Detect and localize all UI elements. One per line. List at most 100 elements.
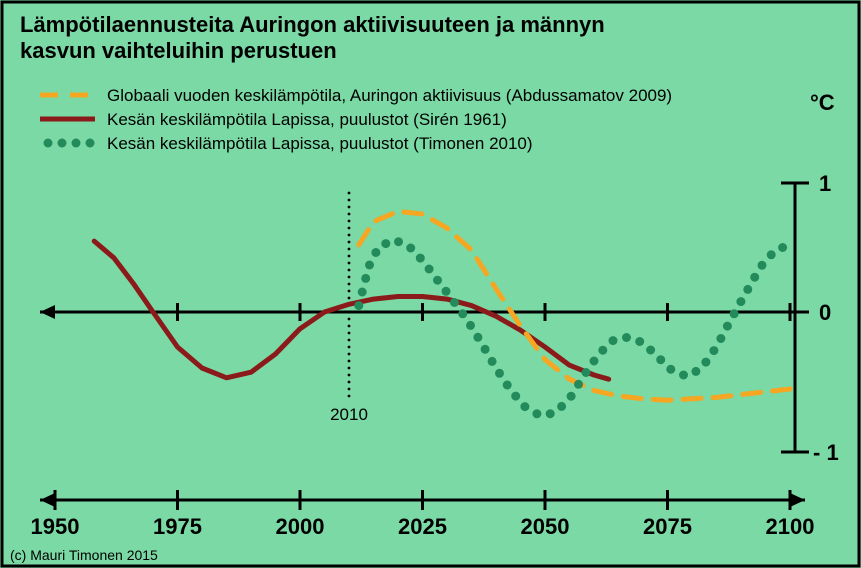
series-green-dot <box>503 381 512 390</box>
marker-2010-dot <box>348 360 351 363</box>
marker-2010-dot <box>348 220 351 223</box>
marker-2010-dot <box>348 283 351 286</box>
series-green-dot <box>532 409 541 418</box>
series-green-dot <box>458 309 467 318</box>
series-green-dot <box>394 237 403 246</box>
marker-2010-dot <box>348 367 351 370</box>
legend-label-2: Kesän keskilämpötila Lapissa, puulustot … <box>107 134 533 153</box>
series-green-dot <box>450 298 459 307</box>
marker-2010-dot <box>348 206 351 209</box>
series-green-dot <box>381 239 390 248</box>
series-green-dot <box>473 333 482 342</box>
temperature-forecast-chart: Lämpötilaennusteita Auringon aktiivisuut… <box>0 0 861 568</box>
series-green-dot <box>557 402 566 411</box>
marker-2010-dot <box>348 227 351 230</box>
series-green-dot <box>442 287 451 296</box>
marker-2010-dot <box>348 297 351 300</box>
series-green-dot <box>425 265 434 274</box>
series-green-dot <box>598 346 607 355</box>
series-green-dot <box>481 345 490 354</box>
chart-title-line2: kasvun vaihteluihin perustuen <box>20 38 337 63</box>
series-green-dot <box>743 285 752 294</box>
series-green-dot <box>488 357 497 366</box>
series-green-dot <box>656 355 665 364</box>
marker-2010-dot <box>348 241 351 244</box>
series-green-dot <box>723 322 732 331</box>
series-green-dot <box>354 301 363 310</box>
series-green-dot <box>736 297 745 306</box>
series-green-dot <box>646 346 655 355</box>
x-tick-2025: 2025 <box>398 514 447 539</box>
series-green-dot <box>365 261 374 270</box>
marker-2010-dot <box>348 311 351 314</box>
marker-2010-dot <box>348 262 351 265</box>
marker-2010-dot <box>348 318 351 321</box>
series-green-dot <box>666 365 675 374</box>
series-green-dot <box>701 358 710 367</box>
series-green-dot <box>679 371 688 380</box>
series-green-dot <box>635 337 644 346</box>
marker-2010-dot <box>348 269 351 272</box>
series-green-dot <box>590 357 599 366</box>
marker-2010-dot <box>348 332 351 335</box>
chart-title-line1: Lämpötilaennusteita Auringon aktiivisuut… <box>20 12 605 37</box>
series-green-dot <box>778 243 787 252</box>
series-green-dot <box>361 274 370 283</box>
legend-swatch-green-dot <box>58 139 67 148</box>
marker-2010-dot <box>348 234 351 237</box>
marker-2010-dot <box>348 339 351 342</box>
marker-2010-dot <box>348 192 351 195</box>
series-green-dot <box>416 254 425 263</box>
marker-2010-dot <box>348 388 351 391</box>
legend-label-1: Kesän keskilämpötila Lapissa, puulustot … <box>107 110 507 129</box>
y-tick-n1: - 1 <box>813 440 839 465</box>
marker-2010-dot <box>348 374 351 377</box>
x-tick-1950: 1950 <box>31 514 80 539</box>
series-green-dot <box>406 244 415 253</box>
y-tick-1: 1 <box>819 171 831 196</box>
marker-2010-label: 2010 <box>330 405 368 424</box>
series-green-dot <box>567 392 576 401</box>
series-green-dot <box>358 288 367 297</box>
x-tick-1975: 1975 <box>153 514 202 539</box>
marker-2010-dot <box>348 255 351 258</box>
series-green-dot <box>750 273 759 282</box>
series-green-dot <box>767 250 776 259</box>
marker-2010-dot <box>348 395 351 398</box>
x-tick-2100: 2100 <box>766 514 815 539</box>
y-unit-label: °C <box>810 90 835 115</box>
copyright-text: (c) Mauri Timonen 2015 <box>10 547 158 563</box>
series-green-dot <box>433 276 442 285</box>
marker-2010-dot <box>348 276 351 279</box>
y-tick-0: 0 <box>819 300 831 325</box>
legend-swatch-green-dot <box>86 139 95 148</box>
marker-2010-dot <box>348 248 351 251</box>
series-green-dot <box>546 409 555 418</box>
marker-2010-dot <box>348 290 351 293</box>
series-green-dot <box>691 367 700 376</box>
marker-2010-dot <box>348 213 351 216</box>
legend-swatch-green-dot <box>72 139 81 148</box>
series-green-dot <box>716 334 725 343</box>
x-tick-2000: 2000 <box>276 514 325 539</box>
marker-2010-dot <box>348 346 351 349</box>
series-green-dot <box>511 392 520 401</box>
marker-2010-dot <box>348 199 351 202</box>
x-tick-2050: 2050 <box>521 514 570 539</box>
series-green-dot <box>371 248 380 257</box>
legend-swatch-green-dot <box>44 139 53 148</box>
series-green-dot <box>495 369 504 378</box>
series-green-dot <box>622 333 631 342</box>
series-green-dot <box>730 309 739 318</box>
series-green-dot <box>609 336 618 345</box>
marker-2010-dot <box>348 381 351 384</box>
legend-label-0: Globaali vuoden keskilämpötila, Auringon… <box>107 86 672 105</box>
x-tick-2075: 2075 <box>643 514 692 539</box>
series-green-dot <box>582 368 591 377</box>
series-green-dot <box>709 346 718 355</box>
series-green-dot <box>574 380 583 389</box>
marker-2010-dot <box>348 353 351 356</box>
series-green-dot <box>520 402 529 411</box>
series-green-dot <box>466 321 475 330</box>
marker-2010-dot <box>348 325 351 328</box>
